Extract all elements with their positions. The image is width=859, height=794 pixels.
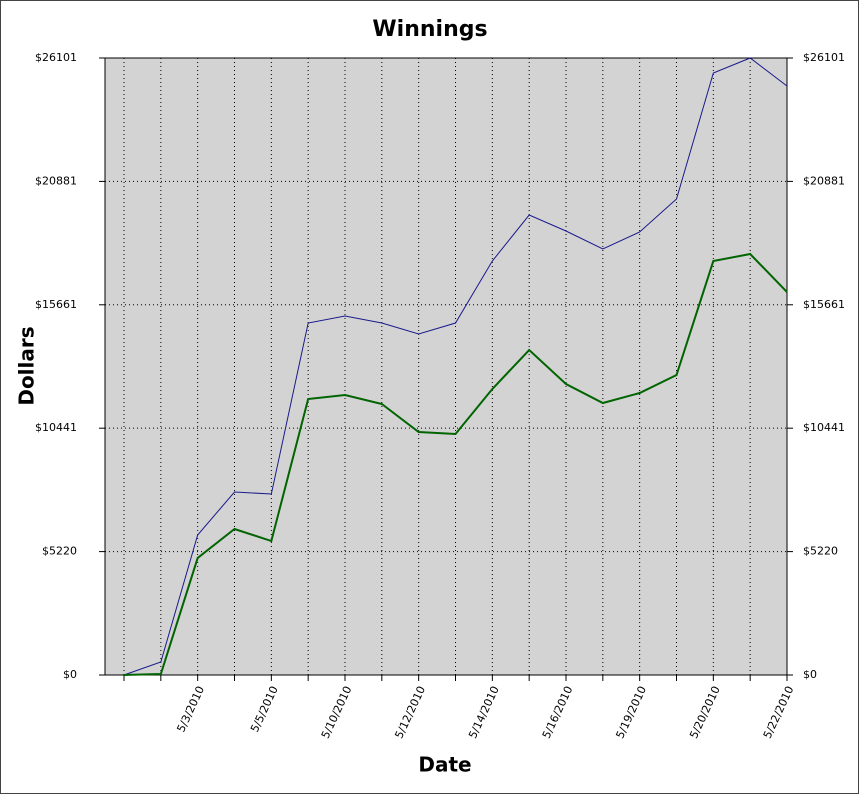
y-tick-label: $15661 — [35, 298, 77, 311]
x-axis-label: Date — [418, 753, 471, 777]
y-tick-label: $0 — [63, 668, 77, 681]
y2-tick-label: $20881 — [803, 174, 845, 187]
y2-tick-label: $15661 — [803, 298, 845, 311]
y-tick-label: $5220 — [42, 545, 77, 558]
y-tick-label: $10441 — [35, 421, 77, 434]
plot-border — [104, 57, 788, 676]
series-line — [123, 57, 788, 676]
y-axis-label: Dollars — [15, 326, 39, 405]
y-tick-label: $26101 — [35, 51, 77, 64]
plot-area — [105, 58, 787, 675]
y2-tick-label: $5220 — [803, 545, 838, 558]
y-tick-label: $20881 — [35, 174, 77, 187]
y2-tick-label: $26101 — [803, 51, 845, 64]
series-line — [123, 252, 788, 676]
y2-tick-label: $10441 — [803, 421, 845, 434]
chart-title: Winnings — [372, 17, 487, 42]
y2-tick-label: $0 — [803, 668, 817, 681]
